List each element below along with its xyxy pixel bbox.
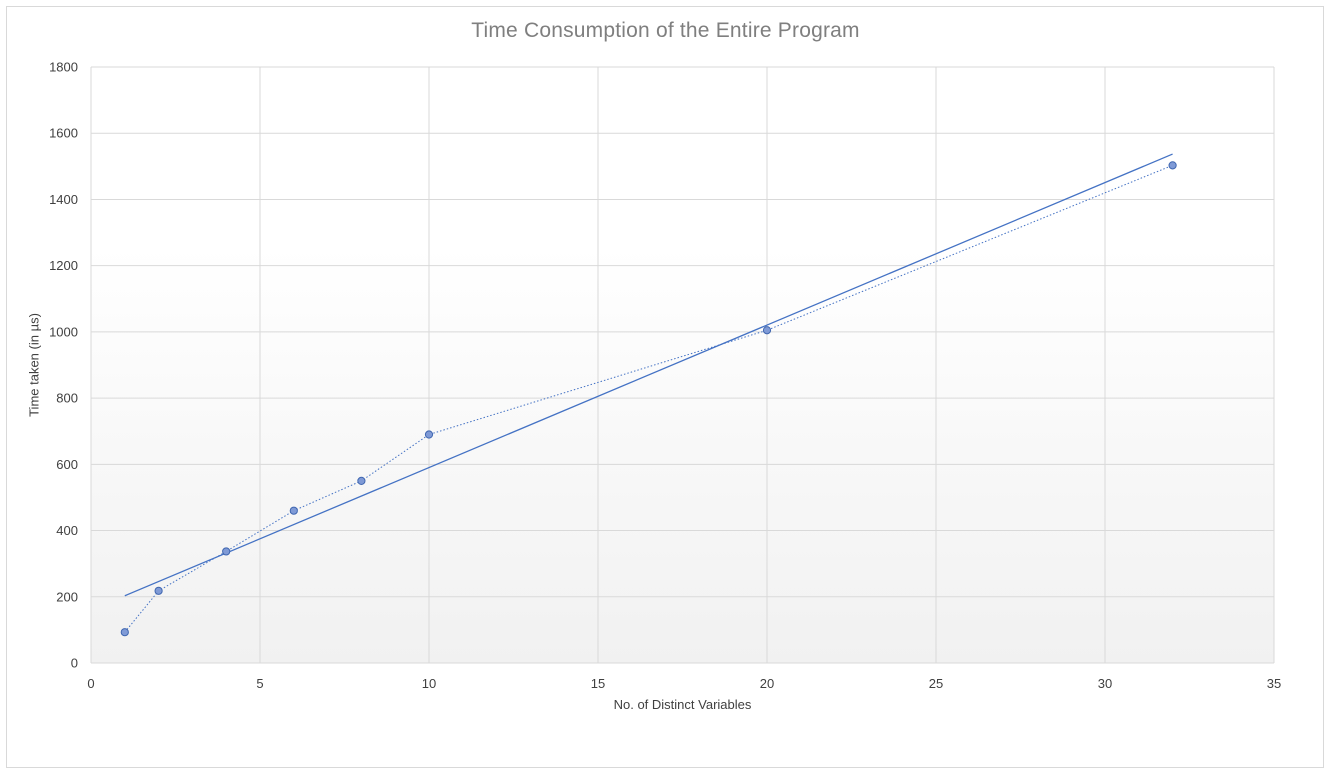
x-axis-title: No. of Distinct Variables [613,697,752,712]
y-tick-label: 200 [56,589,78,604]
x-tick-label: 30 [1098,676,1112,691]
linear-trendline [124,153,1173,597]
x-tick-label: 0 [87,676,94,691]
x-tick-label: 15 [591,676,605,691]
x-tick-label: 5 [256,676,263,691]
series-group [120,161,1177,637]
y-tick-label: 1800 [49,60,78,75]
data-point [1168,161,1177,170]
data-point [222,547,231,556]
plot-background [91,67,1274,663]
y-tick-label: 1400 [49,192,78,207]
x-tick-label: 25 [929,676,943,691]
data-point [762,326,772,335]
y-axis-title: Time taken (in µs) [26,313,42,417]
y-tick-label: 0 [71,656,78,671]
x-tick-label: 20 [760,676,774,691]
x-tick-label: 10 [422,676,436,691]
y-tick-label: 1200 [49,258,78,273]
data-point [357,476,366,485]
data-point [424,430,434,439]
x-tick-labels: 0 5 10 15 20 25 30 35 [87,676,1281,691]
x-tick-label: 35 [1267,676,1281,691]
y-tick-label: 1000 [49,324,78,339]
gridlines [90,66,1275,664]
data-point [120,628,129,637]
y-tick-label: 400 [56,523,78,538]
y-tick-labels: 0 200 400 600 800 1000 1200 1400 1600 1800 [49,60,78,671]
y-tick-label: 800 [56,391,78,406]
y-tick-label: 1600 [49,126,78,141]
data-point [154,586,163,595]
data-point [289,506,298,515]
trendline-group [124,153,1173,597]
y-tick-label: 600 [56,457,78,472]
chart-title: Time Consumption of the Entire Program [471,19,860,42]
